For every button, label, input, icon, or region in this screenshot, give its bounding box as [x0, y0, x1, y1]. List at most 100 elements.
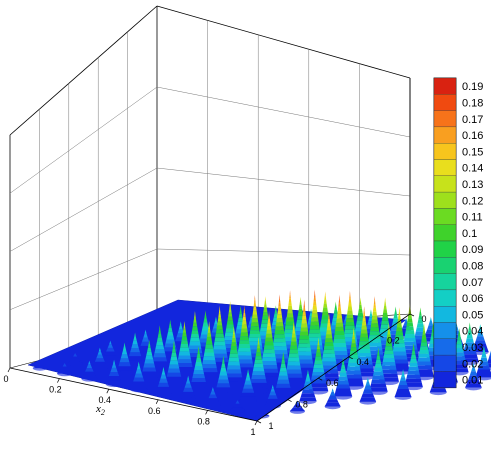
- box-edge-top-left: [9, 5, 158, 136]
- surface-peak: [293, 299, 316, 380]
- legend-label: 0.16: [462, 130, 483, 142]
- grid-line-hl-1: [9, 86, 158, 194]
- grid-line-h-2: [156, 167, 411, 197]
- legend-swatch: [433, 322, 457, 339]
- grid-lines: [9, 20, 411, 361]
- surface-peak: [164, 340, 184, 388]
- x2-tick-mark: [7, 367, 11, 373]
- legend-label: 0.14: [462, 163, 483, 175]
- surface-peak: [328, 294, 351, 375]
- legend-label: 0.1: [462, 228, 477, 240]
- legend-label: 0.12: [462, 195, 483, 207]
- legend-swatch: [433, 224, 457, 242]
- surface-peak: [57, 363, 73, 377]
- surface-peak: [299, 369, 317, 405]
- legend-swatch: [433, 110, 457, 128]
- surface-peak: [334, 356, 353, 400]
- legend-swatch: [433, 257, 457, 274]
- surface-peak: [359, 377, 377, 405]
- surface-peak: [239, 369, 257, 404]
- legend-label: 0.15: [462, 146, 483, 158]
- x1-tick-label: 0.2: [387, 335, 400, 345]
- legend-label: 0.09: [462, 244, 483, 256]
- x2-tick-label: 0.2: [49, 385, 62, 395]
- x2-axis-label: x2: [95, 403, 105, 417]
- x1-tick-label: 0.8: [295, 400, 308, 410]
- surface-peak: [394, 369, 412, 400]
- x2-tick-label: 0.8: [197, 416, 210, 426]
- surface-peak: [324, 388, 341, 410]
- legend-swatch: [433, 208, 457, 225]
- grid-line-h-1: [156, 86, 411, 138]
- surface-peak: [67, 352, 83, 367]
- surface-peak: [91, 347, 108, 372]
- legend-swatch: [433, 94, 457, 111]
- legend-label: 0.19: [462, 81, 483, 93]
- surface-peak: [105, 359, 123, 388]
- legend-label: 0.02: [462, 358, 483, 370]
- x2-tick-label: 0.4: [99, 395, 112, 405]
- legend-swatch: [433, 273, 457, 291]
- surface-peak: [258, 310, 280, 385]
- x1-axis-ticks: 0 0.2 0.4 0.6 0.8 1: [256, 313, 427, 431]
- x2-tick-label: 1: [250, 427, 255, 437]
- surface-peak: [140, 339, 159, 383]
- grid-line-hl-2: [9, 167, 158, 252]
- x1-tick-mark: [318, 377, 323, 381]
- legend-swatch: [433, 143, 457, 160]
- legend-label: 0.04: [462, 326, 483, 338]
- legend-swatch: [433, 77, 457, 95]
- surface-peak: [115, 342, 134, 378]
- x1-tick-label: 0: [421, 314, 426, 324]
- surface-peak: [204, 387, 221, 409]
- legend-swatch: [433, 354, 457, 372]
- x2-tick-mark: [57, 378, 60, 383]
- surface-peak: [465, 363, 482, 391]
- x1-tick-label: 0.6: [326, 378, 339, 388]
- surface-peak: [248, 336, 269, 394]
- surface-peak: [283, 321, 305, 390]
- x2-axis-ticks: 0 0.2 0.4 0.6 0.8 1: [3, 367, 258, 437]
- legend-label: 0.17: [462, 114, 483, 126]
- x1-tick-label: 1: [268, 421, 273, 431]
- x1-tick-mark: [348, 356, 353, 360]
- x2-tick-mark: [106, 389, 110, 394]
- x2-tick-mark: [205, 410, 208, 415]
- legend-swatch: [433, 240, 457, 258]
- legend-label: 0.08: [462, 260, 483, 272]
- surface-peak: [102, 340, 119, 362]
- box-edge-front-x2: [9, 367, 258, 422]
- surface-peak: [81, 360, 98, 382]
- surface-peak: [130, 361, 148, 393]
- surface-peak: [273, 351, 293, 400]
- x1-tick-label: 0.4: [357, 357, 370, 367]
- box-edge-top-back: [156, 5, 411, 79]
- x2-tick-mark: [254, 420, 258, 426]
- legend-swatch: [433, 175, 457, 193]
- surface-peak: [32, 364, 48, 371]
- legend-swatch: [433, 371, 457, 388]
- legend-label: 0.03: [462, 342, 483, 354]
- grid-line-h-3: [156, 248, 411, 256]
- color-legend: 0.19 0.18 0.17 0.16 0.15 0.14 0.13 0.12 0.11 0.1 0…: [433, 77, 483, 389]
- legend-label: 0.07: [462, 277, 483, 289]
- surface-peak: [179, 375, 197, 403]
- surface-peaks: [32, 289, 491, 419]
- surface-peak: [155, 366, 172, 398]
- surface-peak: [189, 345, 208, 394]
- legend-swatch: [433, 289, 457, 307]
- legend-swatch: [433, 159, 457, 176]
- surface-peak: [214, 355, 233, 399]
- x2-tick-mark: [155, 399, 159, 404]
- surface-peak: [475, 345, 491, 381]
- legend-label: 0.18: [462, 97, 483, 109]
- surface-peak: [289, 400, 305, 414]
- legend-label: 0.06: [462, 293, 483, 305]
- surface-peak: [174, 321, 195, 379]
- x1-tick-mark: [256, 420, 262, 424]
- x1-tick-mark: [409, 313, 415, 317]
- legend-swatch: [433, 191, 457, 209]
- surface-peak: [369, 347, 388, 395]
- legend-label: 0.11: [462, 212, 483, 224]
- grid-line-hl-3: [9, 248, 158, 310]
